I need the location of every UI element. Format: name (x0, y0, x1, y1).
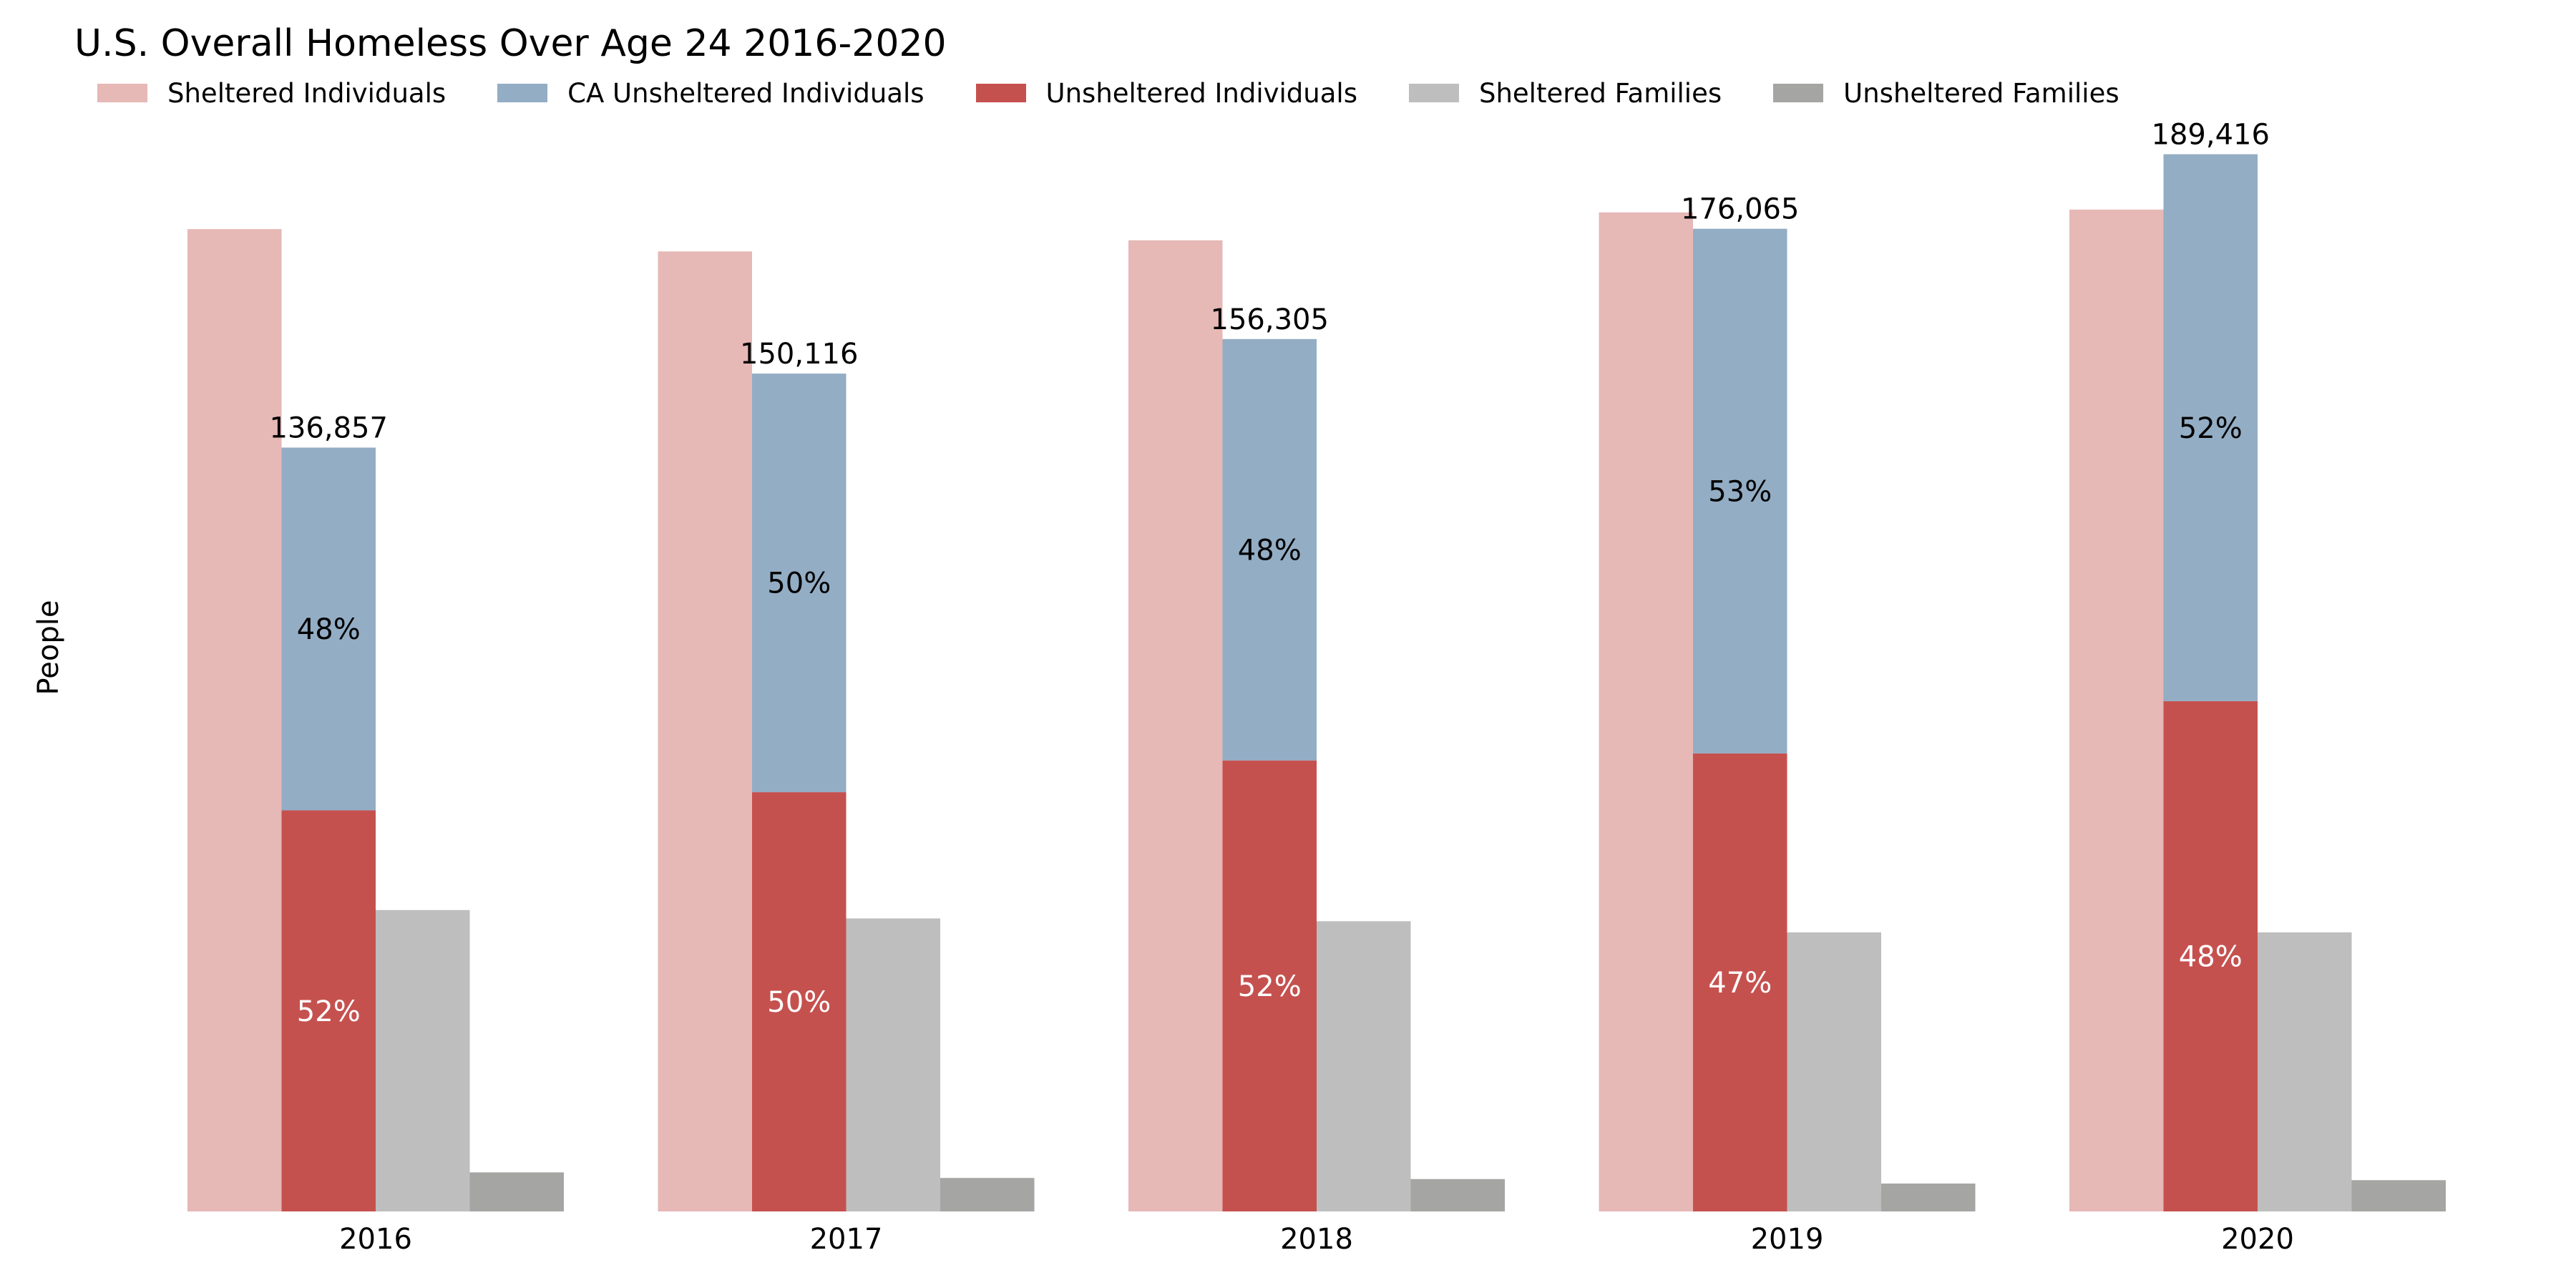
percent-label-unsheltered-individuals-2017: 50% (767, 986, 831, 1019)
legend-item-unsheltered-individuals: Unsheltered Individuals (975, 77, 1357, 109)
bar-unsheltered-individuals-2018 (1222, 760, 1317, 1211)
bar-sheltered-individuals-2018 (1128, 240, 1223, 1211)
bar-sheltered-families-2017 (846, 918, 940, 1211)
legend-item-sheltered-families: Sheltered Families (1408, 77, 1722, 109)
chart-title: U.S. Overall Homeless Over Age 24 2016-2… (74, 22, 947, 65)
percent-label-unsheltered-individuals-2019: 47% (1708, 967, 1772, 1000)
percent-label-ca-unsheltered-individuals-2016: 48% (297, 613, 361, 646)
bar-unsheltered-families-2016 (469, 1172, 564, 1211)
legend-item-sheltered-individuals: Sheltered Individuals (97, 78, 446, 109)
bar-sheltered-individuals-2019 (1599, 212, 1693, 1211)
percent-label-ca-unsheltered-individuals-2017: 50% (767, 567, 831, 600)
bar-unsheltered-families-2020 (2351, 1180, 2446, 1211)
bar-unsheltered-individuals-2017 (752, 792, 847, 1211)
bar-sheltered-families-2016 (376, 909, 470, 1211)
bar-unsheltered-families-2017 (940, 1178, 1035, 1211)
stack-total-label-2018: 156,305 (1211, 303, 1329, 336)
bar-ca-unsheltered-individuals-2016 (281, 447, 376, 811)
legend-swatch-unsheltered-individuals (975, 84, 1026, 102)
percent-label-unsheltered-individuals-2018: 52% (1238, 970, 1302, 1003)
legend: Sheltered Individuals CA Unsheltered Ind… (97, 77, 2171, 109)
bar-unsheltered-individuals-2020 (2163, 701, 2258, 1211)
bar-sheltered-families-2019 (1787, 932, 1881, 1211)
legend-item-ca-unsheltered-individuals: CA Unsheltered Individuals (497, 78, 924, 109)
legend-label-unsheltered-individuals: Unsheltered Individuals (1045, 77, 1357, 109)
bar-ca-unsheltered-individuals-2018 (1222, 338, 1317, 761)
x-tick-label-2020: 2020 (2221, 1223, 2294, 1256)
x-tick-label-2018: 2018 (1280, 1223, 1353, 1256)
bar-ca-unsheltered-individuals-2020 (2163, 154, 2258, 701)
bar-ca-unsheltered-individuals-2017 (752, 374, 847, 793)
bar-unsheltered-individuals-2019 (1693, 753, 1787, 1211)
percent-label-ca-unsheltered-individuals-2019: 53% (1708, 475, 1772, 508)
legend-label-unsheltered-families: Unsheltered Families (1843, 77, 2119, 109)
bar-sheltered-individuals-2017 (658, 251, 752, 1211)
legend-swatch-ca-unsheltered-individuals (497, 84, 548, 102)
legend-item-unsheltered-families: Unsheltered Families (1773, 78, 2119, 109)
x-tick-label-2017: 2017 (810, 1223, 883, 1256)
legend-label-sheltered-families: Sheltered Families (1478, 77, 1722, 109)
stack-total-label-2019: 176,065 (1681, 193, 1799, 226)
legend-swatch-sheltered-families (1408, 84, 1459, 102)
bar-unsheltered-individuals-2016 (281, 810, 376, 1211)
legend-label-sheltered-individuals: Sheltered Individuals (167, 77, 447, 109)
bar-sheltered-families-2020 (2258, 932, 2352, 1211)
stack-total-label-2020: 189,416 (2152, 119, 2270, 152)
bar-unsheltered-families-2018 (1410, 1179, 1505, 1211)
legend-label-ca-unsheltered-individuals: CA Unsheltered Individuals (567, 77, 924, 109)
stack-total-label-2017: 150,116 (740, 338, 858, 371)
bar-sheltered-individuals-2020 (2069, 209, 2164, 1211)
bar-ca-unsheltered-individuals-2019 (1693, 228, 1787, 753)
percent-label-ca-unsheltered-individuals-2020: 52% (2179, 412, 2243, 445)
bar-unsheltered-families-2019 (1881, 1184, 1976, 1211)
legend-swatch-sheltered-individuals (97, 84, 147, 102)
stack-total-label-2016: 136,857 (270, 412, 388, 445)
percent-label-ca-unsheltered-individuals-2018: 48% (1238, 534, 1302, 567)
bar-sheltered-individuals-2016 (187, 229, 282, 1212)
percent-label-unsheltered-individuals-2016: 52% (297, 995, 361, 1028)
x-tick-label-2019: 2019 (1751, 1223, 1824, 1256)
x-tick-label-2016: 2016 (339, 1223, 412, 1256)
legend-swatch-unsheltered-families (1773, 84, 1824, 102)
percent-label-unsheltered-individuals-2020: 48% (2179, 940, 2243, 973)
bar-sheltered-families-2018 (1317, 921, 1411, 1211)
